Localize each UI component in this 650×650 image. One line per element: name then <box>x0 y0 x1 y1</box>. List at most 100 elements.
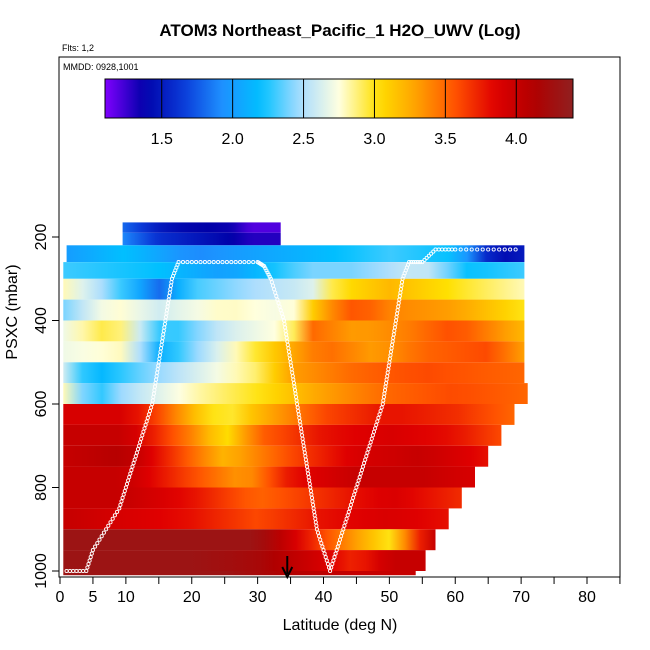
track-point <box>246 260 251 265</box>
track-point <box>101 530 106 535</box>
flight-track <box>64 247 518 574</box>
track-point <box>369 436 374 441</box>
y-tick-label: 1000 <box>33 553 50 589</box>
x-tick-label: 60 <box>446 589 464 606</box>
track-point <box>123 485 128 490</box>
x-tick-label: 30 <box>249 589 267 606</box>
track-point <box>411 260 416 265</box>
track-point <box>104 527 109 532</box>
track-point <box>176 260 181 265</box>
track-point <box>349 499 355 504</box>
track-point <box>99 534 104 539</box>
track-point <box>144 419 149 424</box>
track-point <box>352 492 357 497</box>
track-point <box>353 488 358 494</box>
track-point <box>124 481 130 487</box>
track-point <box>273 290 278 295</box>
track-point <box>355 481 360 487</box>
colorbar: 1.5 2.0 2.5 3.0 3.5 4.0 <box>104 78 574 148</box>
track-point <box>341 527 346 532</box>
track-point <box>480 247 485 252</box>
heatmap-band <box>63 508 449 530</box>
track-point <box>368 440 373 445</box>
track-point <box>90 548 95 553</box>
track-point <box>354 485 359 490</box>
track-point <box>379 405 384 410</box>
track-point <box>376 415 381 420</box>
track-point <box>95 541 100 546</box>
track-point <box>198 260 203 265</box>
heatmap-layer <box>63 222 528 576</box>
track-point <box>324 558 329 563</box>
track-point <box>314 527 319 532</box>
heatmap-band <box>63 445 489 467</box>
track-point <box>365 450 370 455</box>
x-axis-label: Latitude (deg N) <box>283 617 398 634</box>
track-point <box>475 247 480 252</box>
track-point <box>93 544 98 549</box>
track-point <box>274 294 279 299</box>
track-point <box>133 454 138 459</box>
track-point <box>229 260 234 265</box>
track-point <box>134 450 139 455</box>
track-point <box>275 297 280 302</box>
track-point <box>335 544 340 549</box>
track-point <box>112 513 117 518</box>
heatmap-band <box>66 245 525 262</box>
colorbar-tick-label: 3.5 <box>434 131 456 148</box>
track-point <box>328 568 333 574</box>
track-point <box>370 433 375 438</box>
track-point <box>270 283 276 288</box>
location-arrow <box>281 556 294 580</box>
track-point <box>207 260 212 265</box>
track-point <box>145 415 150 420</box>
track-point <box>269 280 274 285</box>
track-point <box>375 419 380 424</box>
track-point <box>87 558 92 563</box>
track-point <box>363 457 368 462</box>
heatmap-band <box>63 550 426 571</box>
track-point <box>374 422 379 427</box>
track-point <box>146 412 151 417</box>
dates-label: MMDD: 0928,1001 <box>63 62 139 72</box>
plot-frame <box>58 56 621 578</box>
heatmap-band <box>122 222 281 233</box>
x-tick-label: 40 <box>315 589 333 606</box>
heatmap-band <box>63 424 502 446</box>
track-point <box>407 260 412 265</box>
track-point <box>142 426 147 431</box>
track-point <box>331 558 336 563</box>
track-point <box>106 523 111 528</box>
track-point <box>318 537 323 542</box>
track-point <box>97 537 102 542</box>
track-point <box>502 247 507 252</box>
x-tick-label: 10 <box>117 589 135 606</box>
track-point <box>347 506 352 511</box>
arrow-head <box>281 566 294 580</box>
heatmap-band <box>63 341 525 363</box>
heatmap-band <box>63 404 515 425</box>
track-point <box>367 443 372 448</box>
x-tick-label: 20 <box>183 589 201 606</box>
track-point <box>345 513 350 518</box>
colorbar-tick-label: 4.0 <box>505 131 527 148</box>
x-tick-label: 70 <box>512 589 530 606</box>
y-axis: 200 400 600 800 1000 <box>33 224 59 589</box>
track-point <box>336 541 341 546</box>
y-tick-label: 600 <box>33 391 50 418</box>
track-point <box>276 301 281 306</box>
track-point <box>339 534 344 539</box>
track-point <box>233 260 238 265</box>
track-point <box>128 471 133 476</box>
track-point <box>344 516 349 521</box>
y-tick-label: 400 <box>33 307 50 334</box>
track-point <box>413 260 418 265</box>
track-point <box>378 408 383 414</box>
track-point <box>348 502 353 507</box>
track-point <box>110 516 115 521</box>
track-point <box>85 565 90 570</box>
track-point <box>356 478 361 483</box>
colorbar-tick-label: 1.5 <box>151 131 173 148</box>
track-point <box>220 260 225 265</box>
